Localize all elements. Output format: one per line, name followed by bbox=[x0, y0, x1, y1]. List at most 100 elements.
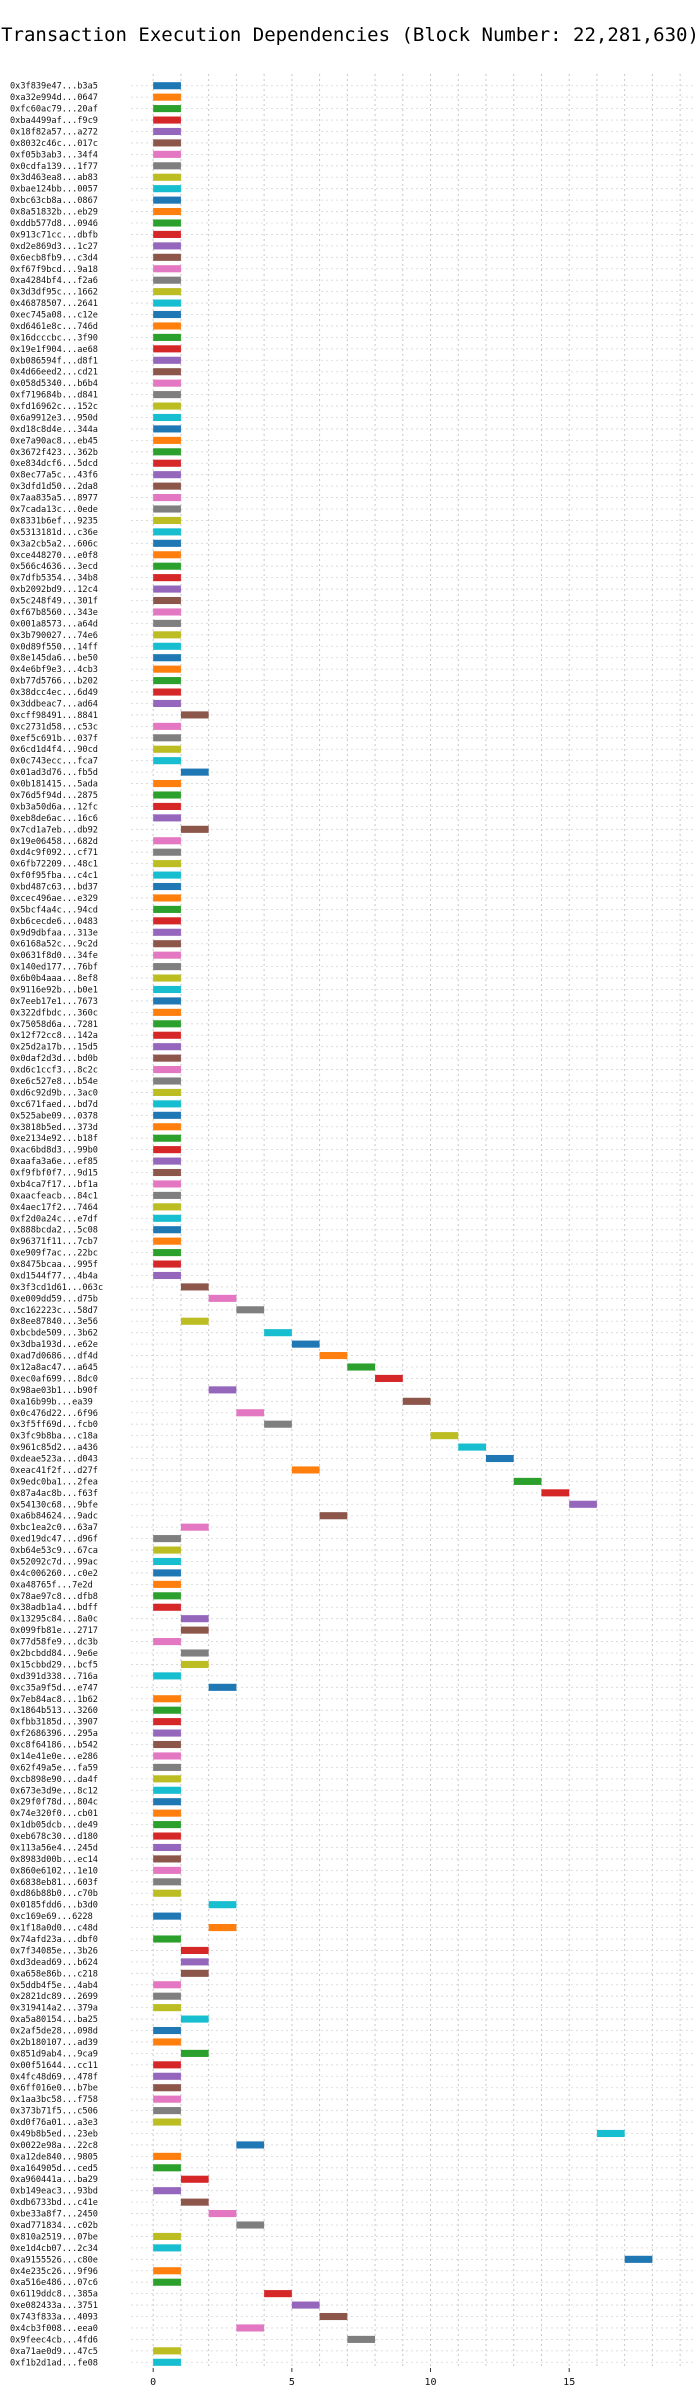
y-tick-label: 0xa9155526...c80e bbox=[10, 2255, 98, 2265]
y-tick-label: 0xd1544f77...4b4a bbox=[10, 1271, 98, 1281]
y-tick-label: 0xa71ae0d9...47c5 bbox=[10, 2347, 98, 2357]
transaction-bar bbox=[180, 1523, 209, 1531]
y-tick-label: 0x4c006260...c0e2 bbox=[10, 1569, 98, 1579]
transaction-bar bbox=[291, 1466, 320, 1474]
transaction-bar bbox=[153, 1134, 181, 1142]
transaction-bar bbox=[208, 1386, 237, 1394]
transaction-bar bbox=[153, 2267, 181, 2275]
transaction-bar bbox=[153, 596, 181, 605]
y-tick-label: 0x001a8573...a64d bbox=[10, 619, 98, 629]
y-tick-label: 0x2821dc89...2699 bbox=[10, 1992, 98, 2002]
y-tick-label: 0xe834dcf6...5dcd bbox=[10, 459, 98, 469]
y-tick-label: 0xf719684b...d841 bbox=[10, 391, 98, 401]
y-tick-label: 0x38dcc4ec...6d49 bbox=[10, 688, 98, 698]
y-tick-label: 0xb086594f...d8f1 bbox=[10, 356, 98, 366]
y-tick-label: 0xd2e869d3...1c27 bbox=[10, 242, 98, 252]
transaction-bar bbox=[153, 185, 181, 193]
y-tick-label: 0xb64e53c9...67ca bbox=[10, 1546, 98, 1556]
transaction-bar bbox=[153, 1866, 181, 1874]
transaction-bar bbox=[153, 1981, 181, 1989]
y-tick-label: 0xe909f7ac...22bc bbox=[10, 1249, 98, 1259]
transaction-bar bbox=[153, 1809, 181, 1817]
transaction-bar bbox=[153, 276, 181, 284]
y-tick-label: 0x3f3cd1d61...063c bbox=[10, 1283, 103, 1293]
x-tick-label: 10 bbox=[425, 2377, 437, 2388]
y-tick-label: 0xa5a80154...ba25 bbox=[10, 2015, 98, 2025]
y-tick-label: 0x12a8ac47...a645 bbox=[10, 1363, 98, 1373]
transaction-bar bbox=[153, 2004, 181, 2012]
transaction-bar bbox=[153, 1878, 181, 1886]
transaction-bar bbox=[153, 162, 181, 170]
y-tick-label: 0xac6bd8d3...99b0 bbox=[10, 1146, 98, 1156]
transaction-bar bbox=[264, 1329, 292, 1337]
transaction-bar bbox=[153, 1752, 181, 1760]
transaction-bar bbox=[153, 1557, 181, 1566]
y-tick-label: 0x62f49a5e...fa59 bbox=[10, 1763, 98, 1773]
transaction-bar bbox=[153, 345, 181, 353]
transaction-bar bbox=[153, 757, 181, 765]
transaction-bar bbox=[153, 448, 181, 456]
transaction-bar bbox=[153, 1043, 181, 1051]
transaction-bar bbox=[153, 905, 181, 913]
transaction-bar bbox=[153, 425, 181, 433]
y-tick-label: 0x5bcf4a4c...94cd bbox=[10, 905, 98, 915]
y-tick-label: 0x0c743ecc...fca7 bbox=[10, 757, 98, 767]
y-tick-label: 0x12f72cc8...142a bbox=[10, 1031, 98, 1041]
y-tick-label: 0xf67b8560...343e bbox=[10, 608, 98, 618]
transaction-bar bbox=[153, 333, 181, 341]
transaction-bar bbox=[208, 1683, 237, 1691]
y-tick-label: 0xa12de840...9805 bbox=[10, 2152, 98, 2162]
y-tick-label: 0xeb678c30...d180 bbox=[10, 1832, 98, 1842]
y-tick-label: 0x52092c7d...99ac bbox=[10, 1557, 98, 1567]
y-tick-label: 0x3fc9b8ba...c18a bbox=[10, 1432, 98, 1442]
y-tick-label: 0xc2731d58...c53c bbox=[10, 722, 98, 732]
transaction-bar bbox=[153, 379, 181, 387]
transaction-bar bbox=[153, 2107, 181, 2115]
y-tick-label: 0x099fb81e...2717 bbox=[10, 1626, 98, 1636]
y-tick-label: 0x0b181415...5ada bbox=[10, 780, 98, 790]
y-tick-label: 0xbc1ea2c0...63a7 bbox=[10, 1523, 98, 1533]
transaction-bar bbox=[569, 1500, 597, 1508]
y-tick-label: 0x3f839e47...b3a5 bbox=[10, 82, 98, 92]
y-tick-label: 0x74e320f0...cb01 bbox=[10, 1809, 98, 1819]
transaction-bar bbox=[153, 745, 181, 753]
y-tick-label: 0xbd487c63...bd37 bbox=[10, 883, 98, 893]
transaction-bar bbox=[402, 1397, 431, 1405]
transaction-bar bbox=[153, 963, 181, 971]
y-tick-label: 0x6168a52c...9c2d bbox=[10, 940, 98, 950]
y-tick-label: 0x3d3df95c...1662 bbox=[10, 288, 98, 298]
y-tick-label: 0xb77d5766...b202 bbox=[10, 677, 98, 687]
y-tick-label: 0x7eeb17e1...7673 bbox=[10, 997, 98, 1007]
y-tick-label: 0xa32e994d...0647 bbox=[10, 93, 98, 103]
transaction-bar bbox=[153, 253, 181, 261]
y-tick-label: 0x8331b6ef...9235 bbox=[10, 516, 98, 526]
transaction-bar bbox=[153, 1798, 181, 1806]
transaction-bar bbox=[153, 116, 181, 124]
y-tick-label: 0xf05b3ab3...34f4 bbox=[10, 150, 98, 160]
transaction-bar bbox=[153, 539, 181, 547]
transaction-bar bbox=[208, 1901, 237, 1909]
y-tick-label: 0x140ed177...76bf bbox=[10, 963, 98, 973]
y-tick-label: 0x673e3d9e...8c12 bbox=[10, 1786, 98, 1796]
y-tick-label: 0x75058d6a...7281 bbox=[10, 1020, 98, 1030]
transaction-bar bbox=[153, 1535, 181, 1543]
transaction-bar bbox=[153, 562, 181, 570]
y-tick-label: 0xd0f76a01...a3e3 bbox=[10, 2118, 98, 2128]
transaction-bar bbox=[153, 436, 181, 444]
transaction-bar bbox=[153, 1935, 181, 1943]
transaction-bar bbox=[153, 1168, 181, 1177]
y-tick-label: 0x888bcda2...5c08 bbox=[10, 1226, 98, 1236]
y-tick-label: 0x3a2cb5a2...606c bbox=[10, 539, 98, 549]
transaction-bar bbox=[180, 1969, 209, 1977]
transaction-bar bbox=[153, 310, 181, 319]
transaction-bar bbox=[153, 551, 181, 559]
y-tick-label: 0x3d463ea8...ab83 bbox=[10, 173, 98, 183]
transaction-bar bbox=[347, 2335, 376, 2343]
y-tick-label: 0x913c71cc...dbfb bbox=[10, 230, 98, 240]
transaction-bar bbox=[153, 1718, 181, 1726]
y-tick-label: 0x3dfd1d50...2da8 bbox=[10, 482, 98, 492]
y-tick-label: 0x4cb3f008...eea0 bbox=[10, 2324, 98, 2334]
transaction-bar bbox=[153, 1146, 181, 1154]
transaction-bar bbox=[153, 1100, 181, 1108]
